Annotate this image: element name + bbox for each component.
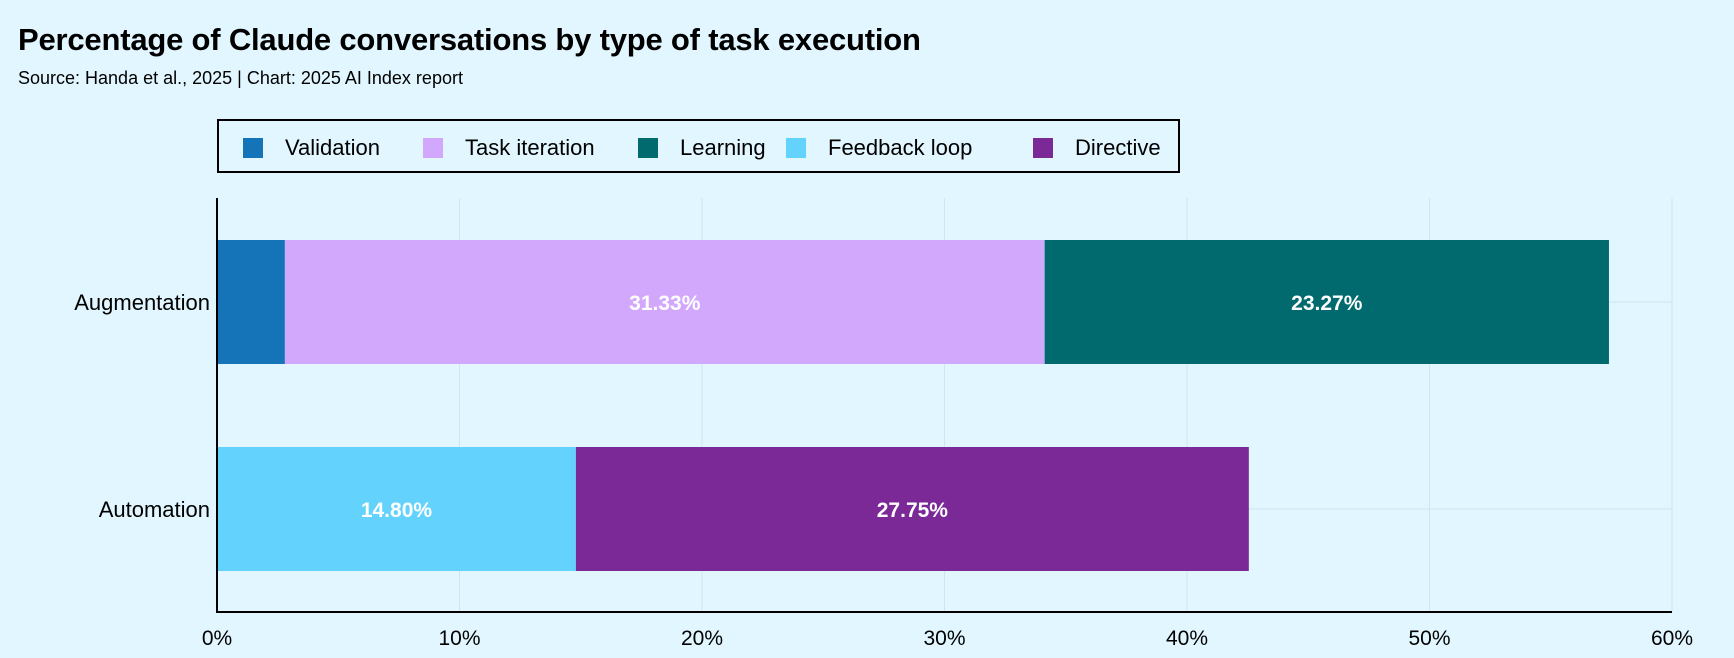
legend-swatch-learning (638, 138, 658, 158)
chart-subtitle: Source: Handa et al., 2025 | Chart: 2025… (18, 68, 463, 88)
x-tick-label: 50% (1408, 627, 1450, 650)
bar-augmentation-task-iteration (284, 240, 1045, 364)
data-label-automation-directive: 27.75% (877, 499, 949, 522)
bar-automation-feedback-loop (217, 447, 576, 571)
x-tick-label: 40% (1166, 627, 1208, 650)
legend-label-validation: Validation (285, 135, 380, 160)
bar-augmentation-validation (217, 240, 285, 364)
x-tick-label: 0% (202, 627, 232, 650)
data-label-augmentation-task-iteration: 31.33% (629, 292, 701, 315)
x-tick-label: 30% (923, 627, 965, 650)
legend-swatch-validation (243, 138, 263, 158)
legend-swatch-task-iteration (423, 138, 443, 158)
legend-label-feedback-loop: Feedback loop (828, 135, 973, 160)
chart-title: Percentage of Claude conversations by ty… (18, 22, 921, 57)
bars-layer (217, 240, 1609, 571)
legend-swatch-directive (1033, 138, 1053, 158)
data-label-augmentation-learning: 23.27% (1291, 292, 1363, 315)
legend-swatch-feedback-loop (786, 138, 806, 158)
legend: Validation Task iteration Learning Feedb… (217, 119, 1180, 173)
data-label-automation-feedback-loop: 14.80% (361, 499, 433, 522)
legend-label-learning: Learning (680, 135, 766, 160)
x-tick-label: 20% (681, 627, 723, 650)
bar-automation-directive (575, 447, 1249, 571)
legend-label-directive: Directive (1075, 135, 1161, 160)
legend-label-task-iteration: Task iteration (465, 135, 595, 160)
data-labels-layer: 31.33% 23.27% 14.80% 27.75% (361, 292, 1363, 522)
x-tick-label: 60% (1651, 627, 1693, 650)
x-tick-label: 10% (438, 627, 480, 650)
bar-augmentation-learning (1044, 240, 1609, 364)
category-label-augmentation: Augmentation (74, 290, 210, 315)
axes-layer: Augmentation Automation 0% 10% 20% 30% 40% 50% 6… (74, 198, 1693, 650)
category-label-automation: Automation (99, 497, 210, 522)
